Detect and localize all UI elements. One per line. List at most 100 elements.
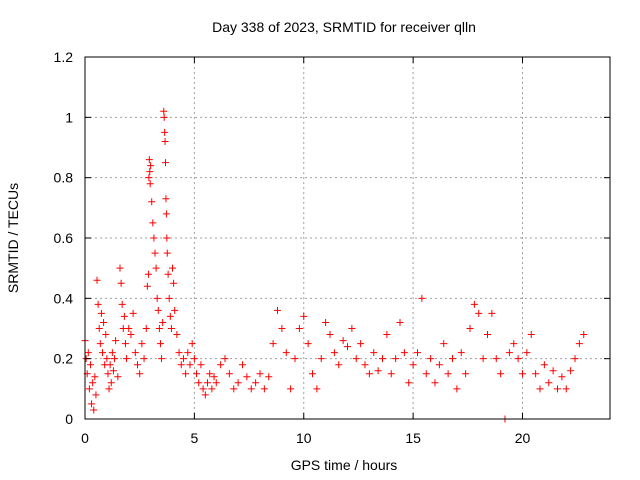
data-point xyxy=(193,370,201,378)
data-point xyxy=(422,370,430,378)
data-point xyxy=(405,379,413,387)
data-point xyxy=(144,270,152,278)
data-point xyxy=(114,373,122,381)
data-point xyxy=(339,337,347,345)
data-point xyxy=(123,355,131,363)
data-point xyxy=(117,279,125,287)
data-point xyxy=(221,355,229,363)
data-point xyxy=(100,318,108,326)
data-point xyxy=(206,370,214,378)
data-point xyxy=(155,325,163,332)
data-point xyxy=(210,373,218,381)
data-point xyxy=(304,340,312,348)
data-point xyxy=(225,370,233,378)
data-point xyxy=(163,249,171,257)
data-point xyxy=(370,349,378,357)
y-tick-label: 0.2 xyxy=(54,351,74,367)
data-point xyxy=(554,385,561,393)
data-point xyxy=(427,355,435,363)
data-point xyxy=(140,355,148,363)
data-point xyxy=(173,331,181,339)
data-point xyxy=(142,325,150,332)
x-tick-label: 0 xyxy=(81,430,89,446)
data-point xyxy=(287,385,295,393)
axis-ticks: 0 5 10 15 20 0 0.2 0.4 0.6 0.8 1 1.2 xyxy=(54,49,610,446)
data-point xyxy=(453,385,461,393)
data-point xyxy=(374,367,382,375)
data-point xyxy=(102,331,110,339)
data-point xyxy=(536,385,544,393)
data-point xyxy=(562,385,570,393)
data-point xyxy=(505,349,513,357)
data-point xyxy=(154,306,162,314)
data-point xyxy=(84,349,92,357)
data-point xyxy=(309,370,316,378)
data-point xyxy=(435,361,443,369)
data-point xyxy=(230,385,238,393)
data-point xyxy=(208,385,216,393)
data-point xyxy=(160,113,168,121)
data-point xyxy=(519,370,526,378)
data-point xyxy=(462,370,470,378)
data-point xyxy=(134,361,141,369)
data-point xyxy=(103,355,111,363)
data-point xyxy=(190,355,198,363)
data-point xyxy=(177,361,185,369)
data-point xyxy=(159,318,167,326)
data-point xyxy=(97,309,105,317)
y-tick-label: 0.8 xyxy=(54,170,74,186)
data-point xyxy=(344,343,351,351)
data-point xyxy=(92,391,100,399)
data-point xyxy=(567,367,575,375)
data-point xyxy=(532,370,540,378)
data-point xyxy=(540,361,548,369)
data-point xyxy=(171,306,179,314)
data-point xyxy=(85,385,93,393)
data-point xyxy=(514,355,522,363)
data-point xyxy=(108,349,116,357)
data-point xyxy=(121,340,129,348)
data-point xyxy=(162,159,169,167)
data-point xyxy=(175,349,183,357)
data-point xyxy=(409,361,417,369)
data-point xyxy=(153,294,161,302)
data-point xyxy=(167,325,175,332)
data-point xyxy=(136,370,144,378)
data-point xyxy=(93,276,101,284)
data-point xyxy=(104,370,112,378)
data-point xyxy=(352,355,360,363)
data-point xyxy=(91,373,99,381)
data-point xyxy=(492,355,500,363)
data-point xyxy=(201,391,209,399)
data-point xyxy=(466,325,474,332)
y-tick-label: 0.4 xyxy=(54,290,74,306)
data-point xyxy=(510,340,518,348)
data-point xyxy=(112,337,120,345)
x-tick-label: 15 xyxy=(405,430,421,446)
data-point xyxy=(106,361,114,369)
data-point xyxy=(145,174,153,182)
data-point xyxy=(431,379,439,387)
data-point xyxy=(239,361,246,369)
data-point xyxy=(484,331,491,339)
data-point xyxy=(274,306,281,314)
data-point xyxy=(169,264,176,272)
data-point xyxy=(256,370,264,378)
data-point xyxy=(396,318,404,326)
y-axis-title: SRMTID / TECUs xyxy=(5,183,21,293)
data-point xyxy=(260,385,268,393)
data-point xyxy=(317,355,325,363)
data-point xyxy=(164,270,172,278)
data-point xyxy=(418,294,426,302)
data-point xyxy=(89,379,97,387)
data-point xyxy=(479,355,487,363)
data-point xyxy=(252,379,260,387)
x-tick-label: 10 xyxy=(296,430,312,446)
data-point xyxy=(88,400,96,408)
data-point xyxy=(348,325,356,332)
data-point xyxy=(182,370,190,378)
data-point xyxy=(361,361,369,369)
data-point xyxy=(488,309,496,317)
